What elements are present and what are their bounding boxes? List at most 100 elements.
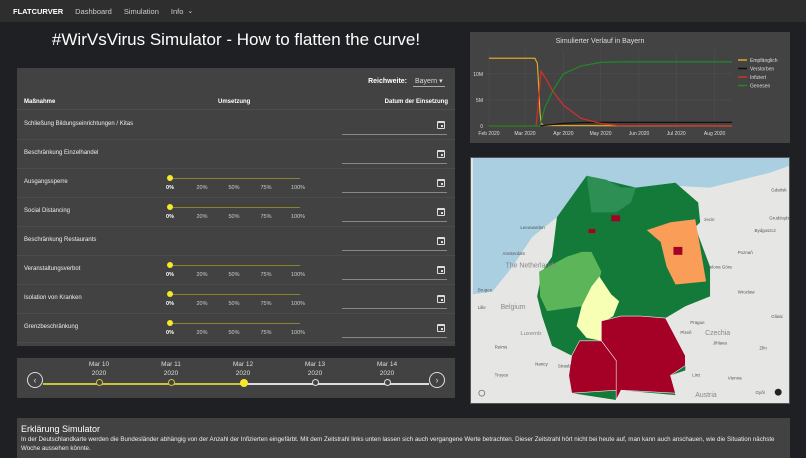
measure-slider[interactable]: 0% 20% 50% 75% 100% — [166, 204, 307, 224]
y-tick-label: 5M — [476, 98, 483, 104]
simulation-chart: Simulierter Verlauf in Bayern Feb 2020 Mar… — [473, 38, 777, 137]
measure-slider[interactable]: 0% 20% 50% 75% 100% — [166, 291, 307, 311]
slider-tick-label: 75% — [260, 185, 272, 191]
timeline-year: 2020 — [235, 370, 251, 377]
map-place-label: Wroclaw — [738, 289, 756, 294]
slider-thumb[interactable] — [167, 204, 173, 210]
mapbox-logo-icon — [478, 389, 486, 397]
info-icon[interactable] — [774, 388, 782, 396]
map-place-label: Jihlava — [713, 341, 727, 346]
y-tick-label: 10M — [473, 72, 483, 78]
date-input[interactable] — [342, 179, 447, 193]
x-tick-label: Jun 2020 — [629, 131, 650, 137]
timeline-month: Mar 12 — [232, 361, 254, 368]
date-input[interactable] — [342, 295, 447, 309]
nav-info[interactable]: Info ⌄ — [171, 7, 193, 16]
date-input[interactable] — [342, 324, 447, 338]
state-baden-wuerttemberg[interactable] — [568, 340, 617, 394]
timeline-prev-button[interactable]: ‹ — [27, 372, 43, 388]
state-schleswig-holstein[interactable] — [586, 175, 636, 213]
calendar-icon[interactable] — [437, 179, 445, 187]
calendar-icon[interactable] — [437, 266, 445, 274]
x-tick-label: Jul 2020 — [667, 131, 686, 137]
timeline-next-button[interactable]: › — [429, 372, 445, 388]
brand-logo[interactable]: FLATCURVER — [13, 6, 64, 16]
timeline-point[interactable] — [311, 379, 319, 386]
timeline-date-label: Mar 11 2020 — [151, 360, 191, 378]
state-nrw[interactable] — [539, 251, 602, 312]
series-line-empfänglich — [489, 57, 733, 127]
measure-slider[interactable]: 0% 20% 50% 75% 100% — [166, 175, 307, 195]
calendar-icon[interactable] — [437, 150, 445, 158]
germany-map[interactable]: Leeuwarden Amsterdam The Netherlands Bruges… — [471, 158, 790, 404]
map-place-label: Linz — [692, 372, 700, 377]
explanation-panel: Erklärung Simulator In der Deutschlandka… — [17, 418, 790, 458]
slider-track[interactable] — [170, 323, 300, 324]
timeline-year: 2020 — [379, 370, 395, 377]
state-bremen[interactable] — [588, 229, 596, 234]
measure-row: Veranstaltungsverbot 0% 20% 50% 75% 100% — [17, 256, 455, 285]
date-input[interactable] — [342, 150, 447, 164]
slider-tick-label: 50% — [228, 272, 240, 278]
timeline-point[interactable] — [239, 379, 248, 387]
state-berlin[interactable] — [673, 246, 683, 255]
slider-track[interactable] — [170, 178, 300, 179]
slider-tick-label: 100% — [290, 214, 306, 220]
slider-tick-label: 0% — [166, 214, 174, 220]
measure-slider[interactable]: 0% 20% 50% 75% 100% — [166, 262, 307, 282]
map-place-label: Vienna — [728, 375, 742, 380]
map-place-label: The Netherlands — [506, 263, 558, 270]
reach-label: Reichweite: — [368, 78, 407, 85]
series-line-genesen — [489, 61, 732, 127]
map-place-label: Austria — [695, 392, 717, 399]
calendar-icon[interactable] — [437, 208, 445, 216]
date-input[interactable] — [342, 237, 447, 251]
calendar-icon[interactable] — [437, 121, 445, 129]
state-hamburg[interactable] — [611, 215, 621, 222]
timeline-point[interactable] — [95, 379, 103, 386]
nav-dashboard[interactable]: Dashboard — [75, 6, 112, 16]
measure-row: Grenzbeschränkung 0% 20% 50% 75% 100% — [17, 314, 455, 343]
slider-tick-label: 100% — [290, 272, 306, 278]
measure-label: Beschränkung Restaurants — [24, 237, 97, 243]
date-input[interactable] — [342, 121, 447, 135]
map-place-label: Győr — [755, 390, 765, 395]
reach-select[interactable]: Bayern ▾ — [413, 76, 445, 87]
timeline-point[interactable] — [383, 379, 391, 386]
slider-thumb[interactable] — [167, 320, 173, 326]
map-place-label: Gdańsk — [771, 188, 787, 193]
date-input[interactable] — [342, 266, 447, 280]
map-place-label: Czechia — [705, 330, 730, 337]
col-date: Datum der Einsetzung — [384, 99, 448, 105]
date-input[interactable] — [342, 208, 447, 222]
state-hessen[interactable] — [576, 276, 620, 341]
slider-tick-label: 0% — [166, 301, 174, 307]
chart-title: Simulierter Verlauf in Bayern — [556, 38, 645, 45]
slider-thumb[interactable] — [167, 291, 173, 297]
timeline-date-label: Mar 13 2020 — [295, 360, 335, 378]
measure-label: Schließung Bildungseinrichtungen / Kitas — [24, 121, 134, 127]
col-measure: Maßnahme — [24, 99, 56, 105]
calendar-icon[interactable] — [437, 324, 445, 332]
timeline-year: 2020 — [163, 370, 179, 377]
measure-slider[interactable]: 0% 20% 50% 75% 100% — [166, 320, 307, 340]
slider-thumb[interactable] — [167, 262, 173, 268]
slider-thumb[interactable] — [167, 175, 173, 181]
calendar-icon[interactable] — [437, 237, 445, 245]
reach-selector: Reichweite: Bayern ▾ — [368, 76, 445, 87]
slider-track[interactable] — [170, 207, 300, 208]
nav-simulation[interactable]: Simulation — [123, 6, 159, 16]
measure-label: Veranstaltungsverbot — [24, 266, 81, 272]
timeline-year: 2020 — [91, 370, 107, 377]
timeline-point[interactable] — [167, 379, 175, 386]
slider-tick-label: 20% — [196, 301, 208, 307]
map-place-label: Bruges — [478, 287, 493, 292]
timeline-date-label: Mar 12 2020 — [223, 360, 263, 378]
measure-row: Beschränkung Einzelhandel — [17, 140, 455, 169]
slider-tick-label: 0% — [166, 330, 174, 336]
slider-track[interactable] — [170, 294, 300, 295]
calendar-icon[interactable] — [437, 295, 445, 303]
map-panel[interactable]: Leeuwarden Amsterdam The Netherlands Bruges… — [470, 157, 790, 404]
slider-tick-label: 0% — [166, 272, 174, 278]
slider-track[interactable] — [170, 265, 300, 266]
